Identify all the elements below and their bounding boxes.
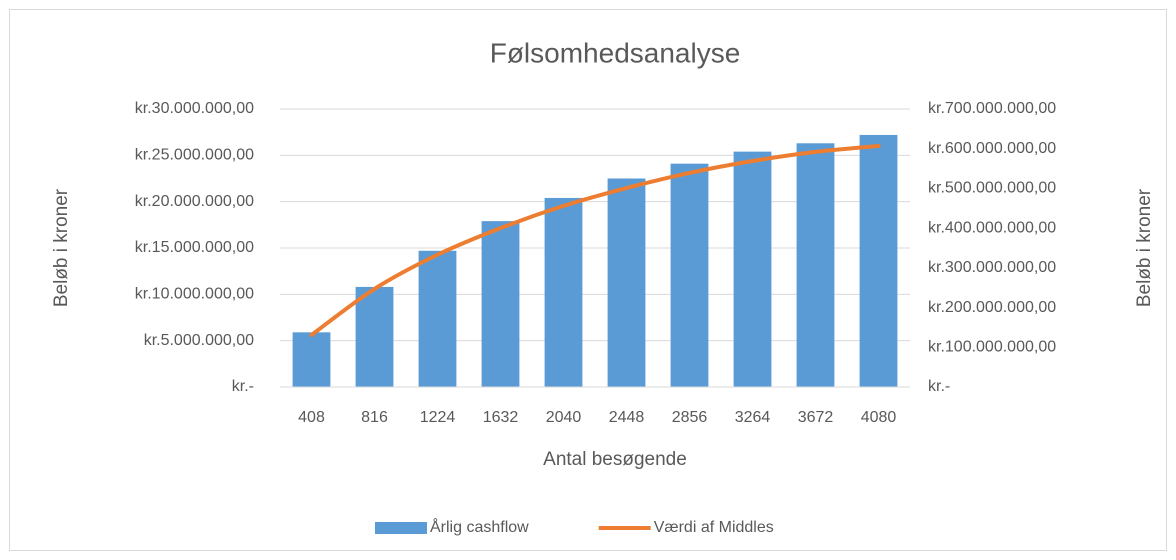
y-tick-label: kr.25.000.000,00 <box>135 147 254 164</box>
x-tick-label: 3672 <box>798 409 834 426</box>
x-tick-label: 816 <box>361 409 388 426</box>
x-tick-label: 4080 <box>861 409 897 426</box>
bar <box>796 143 835 387</box>
y-tick-label: kr.10.000.000,00 <box>135 286 254 303</box>
bar <box>733 151 772 387</box>
y-tick-label: kr.30.000.000,00 <box>135 100 254 117</box>
bar <box>418 250 457 387</box>
legend-swatch <box>375 522 427 534</box>
y-tick-label: kr.5.000.000,00 <box>144 332 254 349</box>
y-tick-label: kr.20.000.000,00 <box>135 193 254 210</box>
bar <box>670 163 709 387</box>
x-tick-label: 3264 <box>735 409 771 426</box>
chart-border <box>9 9 1167 551</box>
chart-title: Følsomhedsanalyse <box>490 37 741 68</box>
bar <box>859 134 898 387</box>
x-tick-label: 1632 <box>483 409 519 426</box>
y-tick-label: kr.- <box>232 378 254 395</box>
y-axis-title: Beløb i kroner <box>51 188 72 307</box>
bar <box>607 178 646 387</box>
legend-label: Årlig cashflow <box>430 517 529 536</box>
y2-tick-label: kr.200.000.000,00 <box>928 299 1056 316</box>
x-tick-label: 408 <box>298 409 325 426</box>
y-tick-label: kr.15.000.000,00 <box>135 239 254 256</box>
y2-axis-title: Beløb i kroner <box>1134 188 1155 307</box>
bar <box>355 286 394 387</box>
y2-tick-label: kr.100.000.000,00 <box>928 339 1056 356</box>
x-tick-label: 1224 <box>420 409 456 426</box>
x-axis-title: Antal besøgende <box>543 449 687 470</box>
legend-label: Værdi af Middles <box>654 519 774 536</box>
y2-tick-label: kr.- <box>928 378 950 395</box>
y2-tick-label: kr.700.000.000,00 <box>928 100 1056 117</box>
y2-tick-label: kr.300.000.000,00 <box>928 259 1056 276</box>
x-tick-label: 2856 <box>672 409 708 426</box>
bar <box>481 221 520 387</box>
y2-tick-label: kr.500.000.000,00 <box>928 180 1056 197</box>
bar <box>292 332 331 387</box>
x-tick-label: 2040 <box>546 409 582 426</box>
bar <box>544 197 583 387</box>
y2-tick-label: kr.600.000.000,00 <box>928 140 1056 157</box>
line <box>309 143 881 337</box>
y2-tick-label: kr.400.000.000,00 <box>928 219 1056 236</box>
x-tick-label: 2448 <box>609 409 645 426</box>
